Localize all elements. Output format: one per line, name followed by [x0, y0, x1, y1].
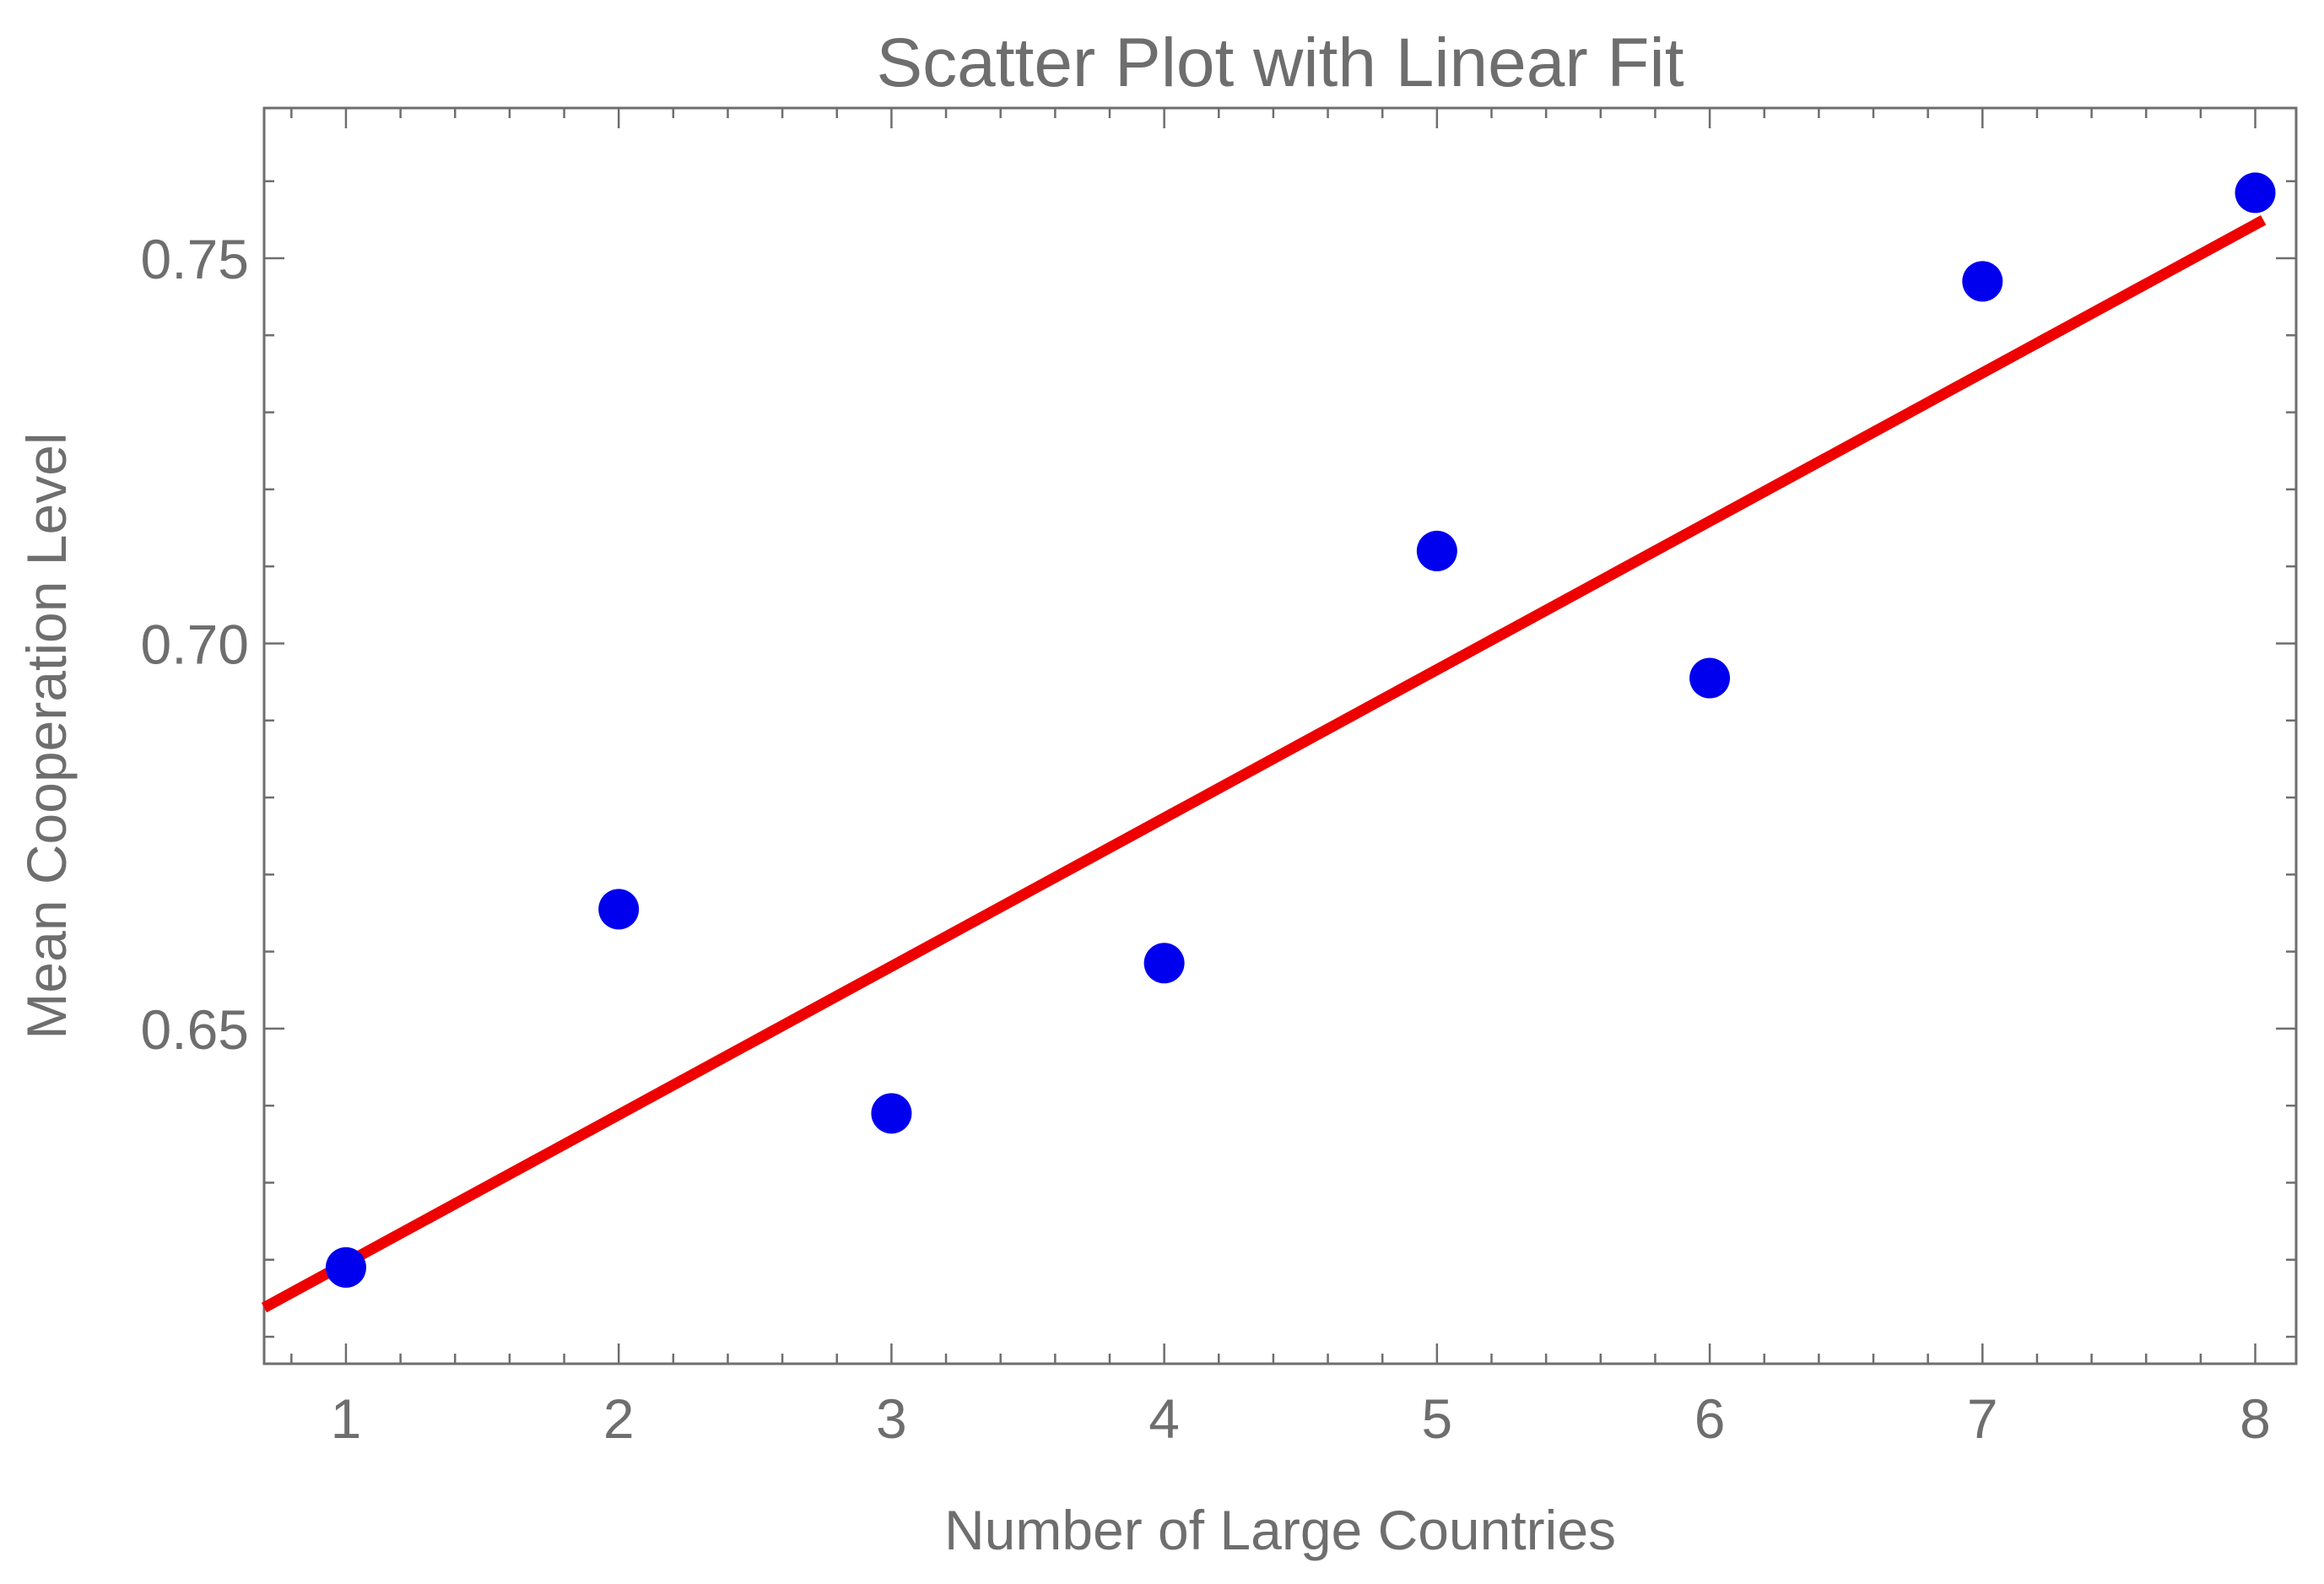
data-point — [598, 889, 640, 930]
data-point — [325, 1246, 366, 1288]
plot-frame — [262, 106, 2298, 1365]
y-tick-label: 0.70 — [141, 613, 249, 675]
x-tick-label: 3 — [876, 1387, 907, 1450]
y-axis-label: Mean Cooperation Level — [15, 432, 78, 1039]
data-point — [1143, 943, 1185, 984]
chart-title: Scatter Plot with Linear Fit — [876, 24, 1684, 101]
data-point — [2235, 172, 2276, 214]
x-axis-label: Number of Large Countries — [944, 1499, 1616, 1561]
x-tick-label: 1 — [331, 1387, 362, 1450]
x-tick-label: 4 — [1148, 1387, 1180, 1450]
plot-area: 1 2 3 4 5 6 7 8 0.65 0.70 0.75 — [141, 106, 2298, 1450]
minor-ticks — [264, 108, 2296, 1364]
y-tick-label: 0.75 — [141, 228, 249, 290]
points-layer — [325, 172, 2276, 1288]
x-tick-label: 2 — [603, 1387, 635, 1450]
data-point — [1962, 261, 2003, 302]
fit-line — [261, 215, 2267, 1313]
x-tick-label: 5 — [1421, 1387, 1452, 1450]
fit-line-layer — [261, 215, 2267, 1313]
x-axis-ticks: 1 2 3 4 5 6 7 8 — [331, 108, 2271, 1450]
x-tick-label: 8 — [2240, 1387, 2271, 1450]
x-tick-label: 7 — [1967, 1387, 1998, 1450]
data-point — [871, 1093, 912, 1134]
data-point — [1416, 530, 1457, 571]
data-point — [1689, 657, 1731, 699]
y-tick-label: 0.65 — [141, 998, 249, 1061]
y-axis-ticks: 0.65 0.70 0.75 — [141, 228, 2296, 1061]
x-tick-label: 6 — [1694, 1387, 1726, 1450]
